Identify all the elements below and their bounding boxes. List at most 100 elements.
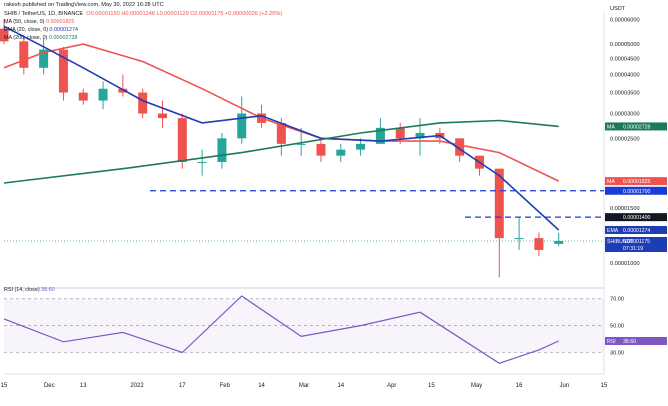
candle-body [395, 127, 405, 139]
ma200-tag-value: 0.00002728 [623, 124, 651, 130]
price-tick-label: 0.00001500 [610, 206, 640, 212]
price-tick-label: 0.00006000 [610, 17, 640, 23]
ema20-tag-bg [605, 225, 667, 234]
price-tag-symbol: SHIBUSDT [607, 239, 634, 245]
rsi-tick-label: 70.00 [610, 297, 624, 303]
ema20-line [3, 25, 560, 231]
time-tick-label: May [471, 383, 482, 389]
ma200-tag-bg [605, 122, 667, 131]
price-tag-countdown: 07:31:19 [623, 246, 643, 252]
candle-body [375, 127, 385, 144]
time-tick-label: 14 [258, 383, 265, 389]
ohlc-values: O0.00001150 H0.00001248 L0.00001129 C0.0… [86, 11, 283, 17]
time-tick-label: Feb [220, 383, 231, 389]
ma50-line [3, 43, 560, 182]
ma50-value: 0.00001825 [45, 19, 75, 25]
rsi-tick-label: 50.00 [610, 324, 624, 330]
time-tick-label: 13 [80, 383, 87, 389]
ma50-tag-value: 0.00001825 [623, 179, 651, 185]
candle-body [415, 132, 425, 139]
rsi-tag-label: RSI [607, 339, 616, 345]
ema20-value: 0.00001274 [49, 27, 79, 33]
indicator-lines [3, 25, 604, 242]
ohlc-line: SHIB / TetherUS, 1D, BINANCE O0.00001150… [4, 11, 282, 18]
time-tick-label: Dec [44, 383, 55, 389]
candle-body [534, 238, 544, 250]
price-tag-bg [605, 236, 667, 252]
support-1400-tag-bg [605, 213, 667, 222]
price-tick-label: 0.00005000 [610, 42, 640, 48]
time-tick-label: Mar [299, 383, 309, 389]
grid [4, 12, 605, 375]
candle-body [455, 138, 465, 156]
support-1700-tag-bg [605, 186, 667, 195]
candle-body [356, 143, 366, 150]
time-tick-label: 2022 [130, 383, 144, 389]
time-axis[interactable]: 15 Dec 13 2022 17 Feb 14 Mar 14 Apr 15 May 16 Jun 15 [1, 383, 608, 389]
price-tick-label: 0.00003500 [610, 91, 640, 97]
ma200-value: 0.00002728 [48, 35, 78, 41]
rsi-tag-bg [605, 336, 667, 345]
time-tick-label: Jun [560, 383, 570, 389]
rsi-tick-label: 30.00 [610, 351, 624, 357]
ema20-tag-value: 0.00001274 [623, 228, 651, 234]
candle-body [296, 143, 306, 145]
candle-body [554, 240, 564, 244]
candle-body [0, 28, 9, 42]
candle-body [177, 118, 187, 163]
level-tag-bg [605, 164, 667, 173]
ema20-tag-label: EMA [607, 228, 619, 234]
ema20-name: EMA (20, close, 0) [4, 27, 49, 33]
price-axis[interactable]: USDT 0.00006000 0.00005000 0.00004500 0.0000… [610, 6, 640, 267]
candles [0, 19, 564, 278]
publisher-line: rakesh published on TradingView.com, May… [4, 2, 164, 8]
support-1700-tag-value: 0.00001700 [623, 189, 651, 195]
legend-ma200[interactable]: MA (200, close, 0) 0.00002728 [4, 35, 77, 42]
time-tick-label: 15 [601, 383, 608, 389]
ma50-tag-bg [605, 177, 667, 186]
rsi-tag-value: 38.60 [623, 339, 636, 345]
candle-body [237, 113, 247, 139]
support-1400-tag-value: 0.00001400 [623, 215, 651, 221]
price-tick-label: 0.00004500 [610, 56, 640, 62]
candle-body [118, 88, 128, 93]
candle-body [138, 92, 148, 114]
ma200-line [3, 119, 559, 184]
time-tick-label: 14 [337, 383, 344, 389]
candle-body [217, 138, 227, 163]
candle-body [514, 238, 524, 240]
ma50-tag-label: MA [607, 179, 615, 185]
time-tick-label: 16 [516, 383, 523, 389]
candle-body [336, 149, 346, 156]
candle-body [494, 168, 504, 239]
candle-body [157, 113, 167, 119]
price-tags: MA 0.00002728 0.00002000 MA 0.00001825 0.0000… [605, 122, 667, 345]
ma200-tag-label: MA [607, 124, 615, 130]
rsi-line [3, 295, 559, 364]
level-tag-value: 0.00002000 [623, 167, 651, 173]
legend-rsi[interactable]: RSI (14, close) 38.60 [4, 287, 55, 294]
symbol-line: SHIB / TetherUS, 1D, BINANCE [4, 11, 84, 17]
candle-body [19, 41, 29, 68]
candle-body [39, 49, 49, 68]
time-tick-label: 17 [179, 383, 186, 389]
time-tick-label: 15 [1, 383, 8, 389]
price-tick-label: 0.00001000 [610, 261, 640, 267]
candle-body [316, 143, 326, 156]
price-axis-currency: USDT [610, 6, 626, 12]
ma200-name: MA (200, close, 0) [4, 35, 48, 41]
rsi-pane[interactable]: 70.00 50.00 30.00 [3, 295, 624, 364]
time-tick-label: 15 [428, 383, 435, 389]
candle-body [58, 49, 68, 93]
rsi-legend-value: 38.60 [41, 287, 55, 293]
price-tag-value: 0.00001175 [623, 239, 650, 245]
candle-body [276, 122, 286, 144]
candle-body [78, 92, 88, 101]
legend-ema20[interactable]: EMA (20, close, 0) 0.00001274 [4, 27, 78, 34]
legend-ma50[interactable]: MA (50, close, 0) 0.00001825 [4, 19, 74, 26]
time-tick-label: Apr [387, 383, 396, 389]
ma50-name: MA (50, close, 0) [4, 19, 45, 25]
price-tick-label: 0.00004000 [610, 72, 640, 78]
candle-body [98, 88, 108, 101]
